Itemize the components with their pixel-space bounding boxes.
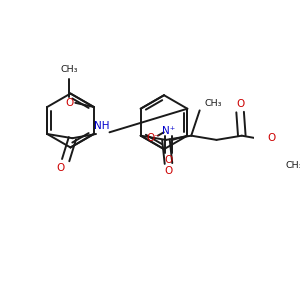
Text: CH₃: CH₃: [285, 161, 300, 170]
Text: O: O: [56, 163, 65, 173]
Text: O: O: [236, 100, 244, 110]
Text: O: O: [165, 155, 173, 165]
Text: CH₃: CH₃: [61, 65, 78, 74]
Text: O: O: [267, 133, 275, 143]
Text: O⁻: O⁻: [147, 133, 160, 143]
Text: CH₃: CH₃: [204, 99, 222, 108]
Text: N⁺: N⁺: [162, 127, 176, 136]
Text: O: O: [65, 98, 74, 108]
Text: O: O: [164, 166, 172, 176]
Text: NH: NH: [94, 121, 110, 130]
